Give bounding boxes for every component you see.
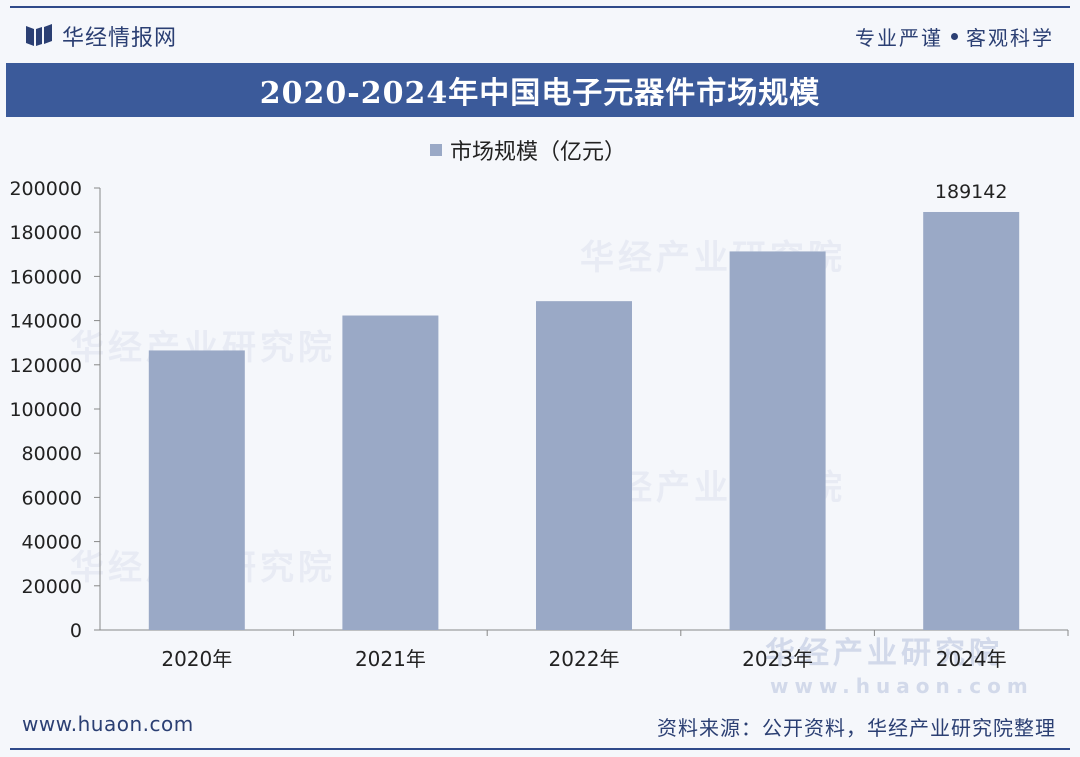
brand-logo: 华经情报网 xyxy=(26,22,178,51)
footer-website: www.huaon.com xyxy=(22,712,194,736)
y-tick-label: 0 xyxy=(70,620,82,642)
slogan-dot-icon xyxy=(951,32,958,40)
legend-label: 市场规模（亿元） xyxy=(450,140,627,165)
y-tick-label: 80000 xyxy=(22,443,82,465)
x-tick-label: 2024年 xyxy=(936,647,1007,671)
logo-text: 华经情报网 xyxy=(62,26,178,51)
y-tick-label: 140000 xyxy=(9,311,82,333)
y-tick-label: 100000 xyxy=(9,399,82,421)
bar xyxy=(729,251,826,630)
bar xyxy=(536,301,632,630)
x-tick-label: 2021年 xyxy=(355,647,426,671)
data-label: 189142 xyxy=(935,181,1008,203)
slogan-left: 专业严谨 xyxy=(855,25,943,50)
bar xyxy=(342,315,439,630)
footer-source: 资料来源：公开资料，华经产业研究院整理 xyxy=(657,716,1056,740)
slogan: 专业严谨 客观科学 xyxy=(855,22,1054,50)
bottom-border-line xyxy=(10,748,1070,750)
y-tick-label: 20000 xyxy=(22,576,82,598)
y-tick-label: 40000 xyxy=(22,532,82,554)
legend-swatch xyxy=(430,144,442,156)
legend: 市场规模（亿元） xyxy=(430,134,626,166)
watermark-text: 华经产业研究院 xyxy=(765,636,1003,671)
x-tick-label: 2020年 xyxy=(161,647,232,671)
watermark-url: www.huaon.com xyxy=(770,674,1034,698)
bar xyxy=(148,350,245,630)
y-tick-label: 120000 xyxy=(9,355,82,377)
top-border-line xyxy=(10,6,1070,8)
x-tick-label: 2023年 xyxy=(742,647,813,671)
y-tick-label: 200000 xyxy=(9,178,82,200)
y-tick-label: 180000 xyxy=(9,222,82,244)
bar xyxy=(923,211,1020,630)
chart-title-bar: 2020-2024年中国电子元器件市场规模 xyxy=(6,63,1074,117)
slogan-right: 客观科学 xyxy=(966,25,1054,50)
logo-mark-icon xyxy=(26,24,52,48)
x-tick-label: 2022年 xyxy=(549,647,620,671)
chart-title: 2020-2024年中国电子元器件市场规模 xyxy=(259,76,821,111)
y-tick-label: 160000 xyxy=(9,266,82,288)
y-tick-label: 60000 xyxy=(22,487,82,509)
